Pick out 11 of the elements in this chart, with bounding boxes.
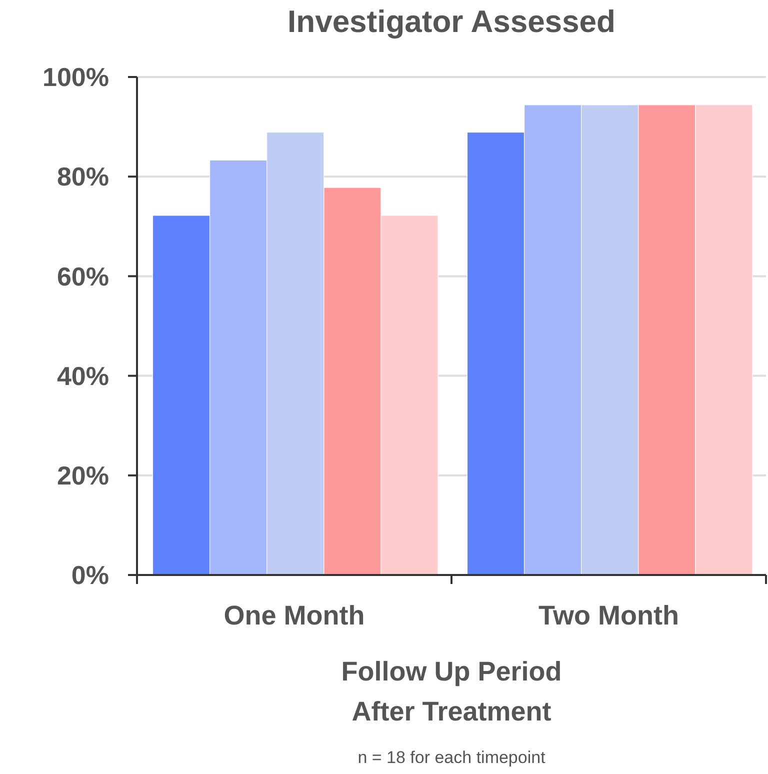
x-tick-label: One Month bbox=[224, 600, 365, 630]
x-tick-label: Two Month bbox=[538, 600, 679, 630]
y-tick-label: 40% bbox=[56, 360, 109, 391]
text: n = 18 for each timepoint bbox=[358, 748, 546, 767]
y-tick-label: 80% bbox=[56, 162, 109, 192]
y-tick-label: 60% bbox=[56, 261, 109, 292]
y-tick-label: 0% bbox=[71, 560, 109, 590]
x-axis-title: Follow Up Period After Treatment bbox=[341, 656, 562, 726]
y-tick-label: 100% bbox=[42, 62, 109, 92]
y-tick-label: 20% bbox=[56, 460, 109, 490]
chart-title: Investigator Assessed bbox=[288, 4, 616, 39]
